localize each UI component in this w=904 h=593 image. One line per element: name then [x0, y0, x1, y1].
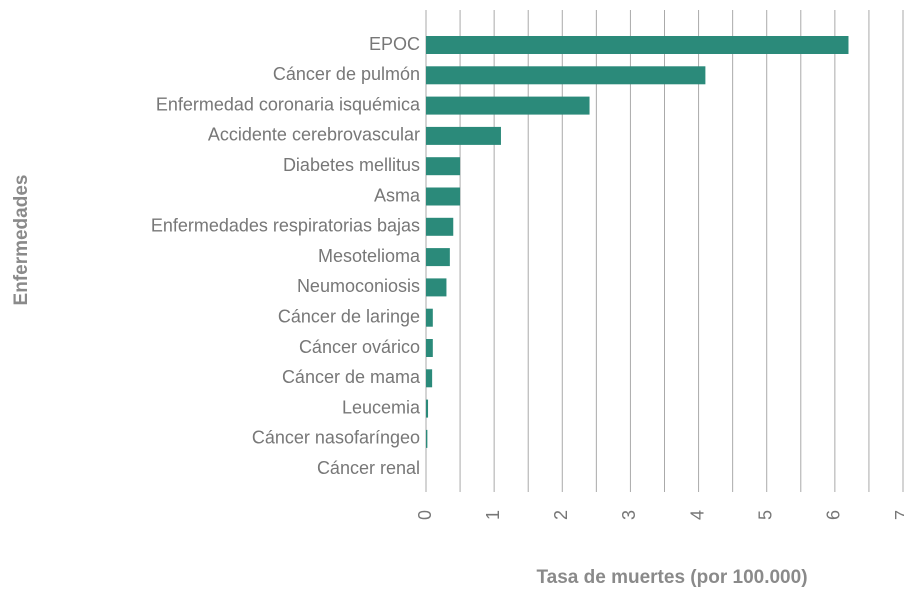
y-tick-label: Leucemia — [342, 397, 421, 417]
x-axis-title: Tasa de muertes (por 100.000) — [536, 567, 807, 588]
x-tick-label: 2 — [551, 510, 571, 520]
y-axis-title: Enfermedades — [11, 175, 32, 306]
y-tick-label: Cáncer ovárico — [299, 337, 420, 357]
bar — [426, 248, 450, 267]
bar — [426, 369, 433, 388]
y-tick-label: Enfermedades respiratorias bajas — [151, 216, 420, 236]
bar — [426, 308, 433, 327]
y-tick-label: Enfermedad coronaria isquémica — [156, 94, 421, 114]
x-tick-label: 0 — [415, 510, 435, 520]
y-tick-label: Cáncer de pulmón — [273, 64, 420, 84]
x-tick-label: 5 — [755, 510, 775, 520]
bar — [426, 399, 429, 418]
y-tick-label: Cáncer renal — [317, 458, 420, 478]
bar — [426, 429, 428, 448]
bar — [426, 36, 849, 54]
x-tick-label: 4 — [687, 510, 707, 520]
x-tick-label: 6 — [824, 510, 844, 520]
y-tick-label: Neumoconiosis — [297, 276, 420, 296]
y-tick-label: Mesotelioma — [318, 246, 421, 266]
y-tick-label: Accidente cerebrovascular — [208, 125, 420, 145]
y-tick-label: EPOC — [369, 34, 420, 54]
y-tick-label: Asma — [374, 185, 421, 205]
bar — [426, 217, 454, 236]
bar — [426, 96, 590, 115]
y-tick-label: Diabetes mellitus — [283, 155, 420, 175]
y-tick-label: Cáncer de mama — [282, 367, 421, 387]
x-tick-label: 7 — [892, 510, 904, 520]
y-tick-label: Cáncer nasofaríngeo — [252, 428, 420, 448]
bar — [426, 278, 447, 297]
bar — [426, 187, 461, 206]
x-tick-label: 3 — [619, 510, 639, 520]
bar — [426, 66, 706, 85]
x-tick-label: 1 — [483, 510, 503, 520]
bar — [426, 339, 433, 357]
bar — [426, 157, 461, 176]
y-tick-label: Cáncer de laringe — [278, 306, 420, 326]
bar — [426, 126, 501, 145]
